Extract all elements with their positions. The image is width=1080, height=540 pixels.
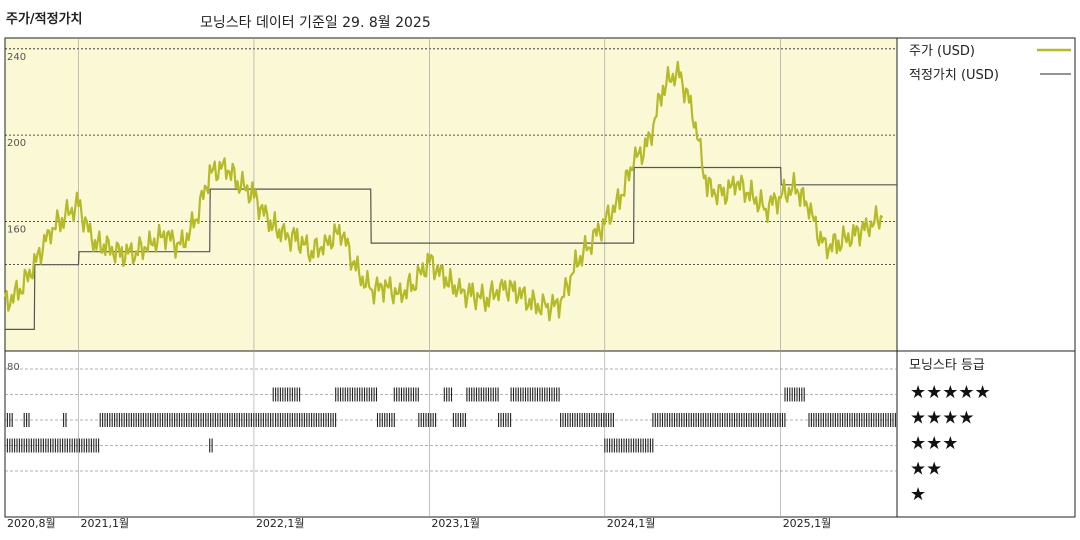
y-tick-label: 240 [7,52,26,63]
rating-segment [209,438,213,453]
rating-segment [23,413,30,427]
rating-segment [275,413,337,427]
rating-segment [99,413,274,427]
rating-segment [560,413,614,427]
rating-segment [498,413,512,427]
chart-title: 주가/적정가치 [6,12,83,27]
rating-segment [604,438,654,453]
legend: 주가 (USD) 적정가치 (USD) [909,44,1071,83]
x-tick-label: 2021,1월 [81,517,130,530]
price-panel [5,38,897,351]
rating-segment [452,413,466,427]
rating-segment [63,413,67,427]
price-series [3,60,884,322]
rating-stars-3: ★★★ [910,433,958,454]
x-tick-label: 2023,1월 [431,517,480,530]
rating-segment [272,387,301,402]
chart-frame [4,37,1076,518]
x-tick-label: 2025,1월 [783,517,832,530]
rating-bars [4,387,896,453]
price-line [3,60,884,322]
rating-segment [808,413,896,427]
x-tick-label: 2022,1월 [256,517,305,530]
x-tick-label: 2020,8월 [7,517,56,530]
x-tick-labels: 2020,8월 2021,1월 2022,1월 2023,1월 2024,1월 2025,… [7,517,831,530]
rating-segment [4,438,100,453]
rating-segment [784,387,805,402]
gridlines [5,38,897,517]
rating-segment [4,413,13,427]
rating-segment [652,413,786,427]
rating-segment [466,387,499,402]
rating-segment [418,413,437,427]
rating-stars-2: ★★ [910,459,942,480]
fair-value-line [5,166,897,330]
rating-segment [393,387,419,402]
rating-segment [443,387,453,402]
x-tick-label: 2024,1월 [607,517,656,530]
chart-subtitle: 모닝스타 데이터 기준일 29. 8월 2025 [200,15,431,31]
y-tick-label: 200 [7,138,26,149]
legend-price-label: 주가 (USD) [909,44,975,59]
rating-segment [510,387,560,402]
y-tick-labels: 240 200 160 80 [7,52,26,373]
rating-stars-4: ★★★★ [910,408,975,429]
rating-segment [335,387,378,402]
legend-fair-label: 적정가치 (USD) [909,68,999,83]
fair-value-series [5,166,897,330]
rating-legend: 모닝스타 등급★★★★★★★★★★★★★★★ [909,358,991,505]
rating-segment [376,413,395,427]
y-tick-label: 160 [7,224,26,235]
rating-stars-1: ★ [910,484,926,505]
y-tick-label: 80 [7,362,20,373]
rating-legend-title: 모닝스타 등급 [909,358,985,373]
rating-stars-5: ★★★★★ [910,382,991,403]
